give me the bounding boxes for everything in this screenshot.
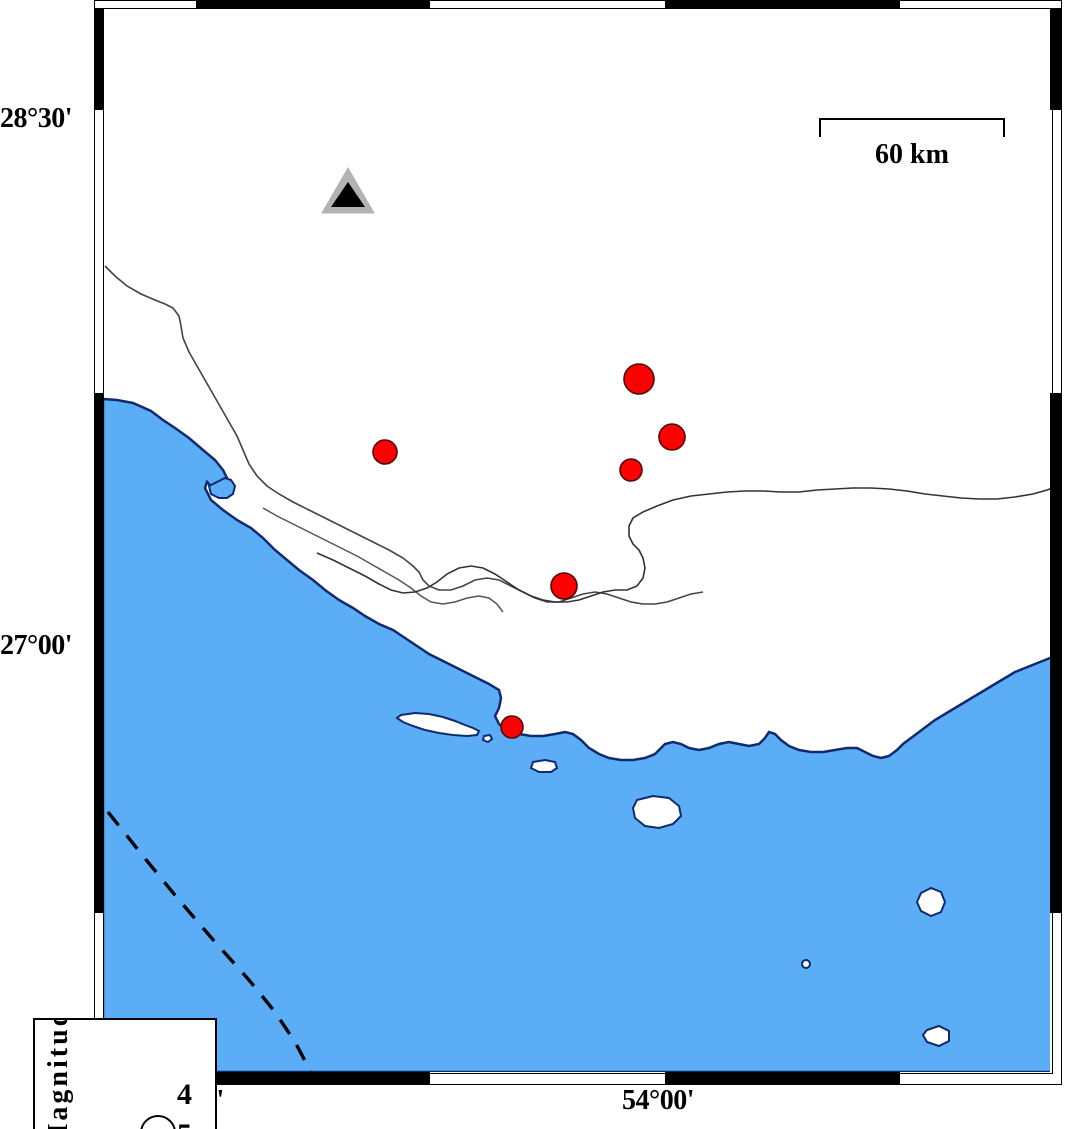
frame-bottom-seg-5	[900, 1072, 1050, 1085]
epicenter-marker-1[interactable]	[623, 363, 655, 395]
scale-bar-line	[819, 118, 1005, 120]
island-larak	[915, 886, 947, 918]
frame-left-seg-4	[94, 913, 104, 1073]
frame-right-seg-3	[1050, 393, 1062, 913]
geologic-boundary-east	[316, 485, 1058, 603]
frame-top-seg-2	[196, 0, 430, 9]
frame-bottom-seg-2	[196, 1072, 430, 1085]
triangle-icon-inner	[331, 182, 365, 207]
map-canvas	[103, 8, 1058, 1072]
station-marker-1[interactable]	[321, 167, 375, 214]
epicenter-marker-6[interactable]	[500, 715, 524, 739]
legend-circle-symbol	[140, 1115, 176, 1129]
epicenter-marker-3[interactable]	[619, 458, 643, 482]
frame-bottom-seg-4	[665, 1072, 900, 1085]
island-small-3	[921, 1024, 950, 1048]
legend-title: Magnitude	[43, 1018, 74, 1129]
island-small-2	[529, 758, 559, 773]
latitude-label-2700: 27°00'	[0, 630, 72, 661]
island-small-1	[481, 733, 494, 744]
scale-bar	[819, 118, 1005, 140]
scale-bar-label: 60 km	[875, 139, 949, 170]
frame-right-seg-2	[1050, 110, 1062, 393]
frame-top-seg-1	[103, 0, 196, 9]
frame-right-seg-1	[1050, 8, 1062, 110]
frame-right-seg-4	[1050, 913, 1062, 1073]
ocean-polygon	[103, 397, 1058, 1072]
scale-bar-tick-left	[819, 118, 821, 137]
coastal-inlet	[207, 476, 237, 499]
latitude-label-2830: 28°30'	[0, 103, 72, 134]
frame-top-seg-3	[430, 0, 665, 9]
longitude-label-5400: 54°00'	[622, 1085, 694, 1116]
maritime-boundary-dashed	[106, 810, 313, 1072]
frame-left-seg-1	[94, 8, 104, 110]
island-qeshm	[395, 711, 481, 738]
island-hormuz	[631, 794, 683, 830]
epicenter-marker-2[interactable]	[658, 423, 686, 451]
island-dot-1	[801, 959, 811, 969]
epicenter-marker-5[interactable]	[550, 572, 578, 600]
magnitude-legend[interactable]: Magnitude 4 5	[33, 1018, 217, 1129]
legend-magnitude-4-label: 4	[177, 1078, 192, 1111]
fault-line-secondary	[262, 507, 504, 613]
frame-top-seg-4	[665, 0, 900, 9]
frame-top-seg-5	[900, 0, 1050, 9]
map-plot-area[interactable]	[103, 8, 1058, 1072]
fault-line-zagros	[104, 265, 704, 605]
legend-magnitude-5-label: 5	[177, 1118, 192, 1129]
frame-bottom-seg-3	[430, 1072, 665, 1085]
frame-left-seg-3	[94, 393, 104, 913]
epicenter-marker-4[interactable]	[372, 439, 398, 465]
scale-bar-tick-right	[1003, 118, 1005, 137]
frame-left-seg-2	[94, 110, 104, 393]
